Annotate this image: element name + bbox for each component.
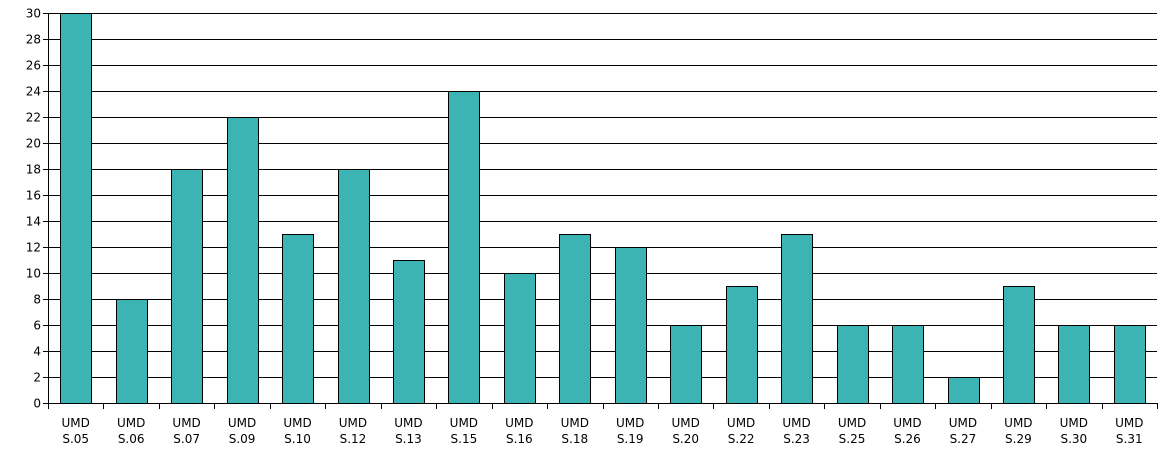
y-tick-label: 8: [33, 293, 41, 307]
bar: [448, 91, 480, 404]
x-tick-label: S.16: [506, 432, 533, 446]
y-tick-label: 28: [26, 33, 41, 47]
y-tick-label: 26: [26, 59, 41, 73]
bar: [615, 247, 647, 404]
x-tick-label: S.31: [1116, 432, 1143, 446]
x-tick-label: UMD: [339, 416, 367, 430]
x-tick-label: UMD: [1004, 416, 1032, 430]
x-tick-label: UMD: [62, 416, 90, 430]
bar: [338, 169, 370, 404]
bar: [393, 260, 425, 404]
x-tick-label: S.29: [1005, 432, 1032, 446]
x-tick-label: UMD: [228, 416, 256, 430]
x-tick-label: UMD: [283, 416, 311, 430]
x-tick-label: UMD: [172, 416, 200, 430]
y-tick-label: 24: [26, 85, 41, 99]
x-tick-label: S.26: [894, 432, 921, 446]
bar: [1058, 325, 1090, 404]
x-tick-label: S.18: [561, 432, 588, 446]
x-tick-label: S.12: [340, 432, 367, 446]
x-tick-label: S.30: [1060, 432, 1087, 446]
x-tick-label: UMD: [671, 416, 699, 430]
y-tick-label: 10: [26, 267, 41, 281]
x-tick-label: S.15: [451, 432, 478, 446]
bar: [171, 169, 203, 404]
gridlines: [48, 13, 1157, 378]
x-tick-label: UMD: [782, 416, 810, 430]
x-tick-label: S.25: [839, 432, 866, 446]
x-tick-label: S.07: [173, 432, 200, 446]
bar: [282, 234, 314, 404]
y-tick-label: 4: [33, 345, 41, 359]
y-tick-label: 12: [26, 241, 41, 255]
bar: [1114, 325, 1146, 404]
bar: [227, 117, 259, 404]
x-tick-label: S.23: [783, 432, 810, 446]
y-tick-label: 16: [26, 189, 41, 203]
y-tick-label: 22: [26, 111, 41, 125]
bar: [116, 299, 148, 404]
y-tick-label: 6: [33, 319, 41, 333]
axes: [43, 13, 1158, 409]
bar: [670, 325, 702, 404]
bar: [60, 13, 92, 404]
x-tick-label: UMD: [561, 416, 589, 430]
x-tick-label: S.22: [728, 432, 755, 446]
y-tick-label: 18: [26, 163, 41, 177]
x-tick-label: UMD: [838, 416, 866, 430]
x-tick-label: UMD: [117, 416, 145, 430]
y-tick-label: 0: [33, 397, 41, 411]
x-tick-label: S.06: [118, 432, 145, 446]
y-tick-label: 30: [26, 7, 41, 21]
x-tick-label: S.20: [672, 432, 699, 446]
x-tick-labels: UMD S.05 UMD S.06 UMD S.07 UMD S.09 UMD S.10 UMD S.…: [62, 416, 1144, 446]
x-tick-label: S.10: [284, 432, 311, 446]
x-tick-label: UMD: [394, 416, 422, 430]
bar: [1003, 286, 1035, 404]
x-tick-label: UMD: [616, 416, 644, 430]
bar: [948, 377, 980, 404]
x-tick-label: UMD: [450, 416, 478, 430]
x-tick-label: UMD: [505, 416, 533, 430]
x-tick-label: S.27: [950, 432, 977, 446]
bar: [726, 286, 758, 404]
y-tick-label: 14: [26, 215, 41, 229]
x-tick-label: UMD: [727, 416, 755, 430]
x-tick-label: S.19: [617, 432, 644, 446]
x-tick-label: UMD: [1060, 416, 1088, 430]
bars: [60, 13, 1146, 404]
bar: [781, 234, 813, 404]
y-tick-label: 20: [26, 137, 41, 151]
bar: [559, 234, 591, 404]
bar: [892, 325, 924, 404]
bar: [837, 325, 869, 404]
x-tick-label: S.05: [62, 432, 89, 446]
x-tick-label: UMD: [949, 416, 977, 430]
x-tick-label: S.09: [229, 432, 256, 446]
x-tick-label: UMD: [1115, 416, 1143, 430]
x-tick-label: S.13: [395, 432, 422, 446]
y-tick-label: 2: [33, 371, 41, 385]
x-tick-label: UMD: [893, 416, 921, 430]
bar: [504, 273, 536, 404]
